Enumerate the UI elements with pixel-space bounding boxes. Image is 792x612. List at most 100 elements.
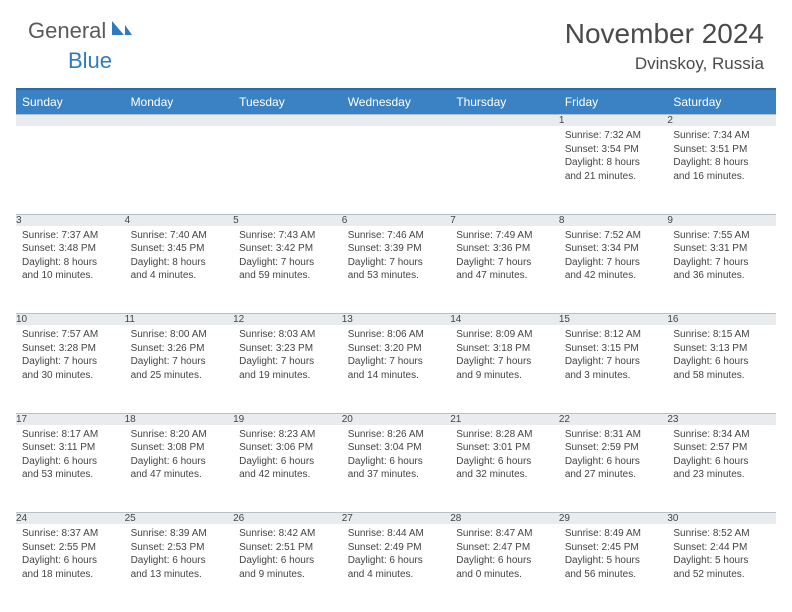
empty-day-cell xyxy=(125,126,234,214)
daylight-line1: Daylight: 6 hours xyxy=(673,455,770,469)
daylight-line2: and 14 minutes. xyxy=(348,369,445,383)
sunrise-text: Sunrise: 8:20 AM xyxy=(131,428,228,442)
daylight-line2: and 4 minutes. xyxy=(348,568,445,582)
day-details: Sunrise: 8:37 AMSunset: 2:55 PMDaylight:… xyxy=(16,524,125,587)
daylight-line2: and 13 minutes. xyxy=(131,568,228,582)
day-details: Sunrise: 7:52 AMSunset: 3:34 PMDaylight:… xyxy=(559,226,668,289)
day-cell: Sunrise: 8:26 AMSunset: 3:04 PMDaylight:… xyxy=(342,425,451,513)
weekday-header: Saturday xyxy=(667,89,776,115)
sunrise-text: Sunrise: 7:55 AM xyxy=(673,229,770,243)
day-cell: Sunrise: 8:39 AMSunset: 2:53 PMDaylight:… xyxy=(125,524,234,612)
day-details: Sunrise: 8:39 AMSunset: 2:53 PMDaylight:… xyxy=(125,524,234,587)
day-details: Sunrise: 8:23 AMSunset: 3:06 PMDaylight:… xyxy=(233,425,342,488)
day-cell: Sunrise: 8:09 AMSunset: 3:18 PMDaylight:… xyxy=(450,325,559,413)
sunrise-text: Sunrise: 8:47 AM xyxy=(456,527,553,541)
weekday-header: Friday xyxy=(559,89,668,115)
daylight-line2: and 42 minutes. xyxy=(239,468,336,482)
day-number: 22 xyxy=(559,413,668,425)
sunset-text: Sunset: 2:51 PM xyxy=(239,541,336,555)
sunset-text: Sunset: 3:54 PM xyxy=(565,143,662,157)
day-number-row: 12 xyxy=(16,115,776,127)
daylight-line2: and 59 minutes. xyxy=(239,269,336,283)
day-cell: Sunrise: 8:49 AMSunset: 2:45 PMDaylight:… xyxy=(559,524,668,612)
day-number-row: 24252627282930 xyxy=(16,513,776,525)
day-number: 11 xyxy=(125,314,234,326)
sunset-text: Sunset: 3:04 PM xyxy=(348,441,445,455)
daylight-line1: Daylight: 7 hours xyxy=(239,256,336,270)
day-number: 29 xyxy=(559,513,668,525)
daylight-line1: Daylight: 7 hours xyxy=(565,355,662,369)
day-number: 18 xyxy=(125,413,234,425)
sunrise-text: Sunrise: 8:31 AM xyxy=(565,428,662,442)
sunrise-text: Sunrise: 7:52 AM xyxy=(565,229,662,243)
day-number: 15 xyxy=(559,314,668,326)
day-number-row: 17181920212223 xyxy=(16,413,776,425)
daylight-line2: and 47 minutes. xyxy=(456,269,553,283)
day-details: Sunrise: 8:47 AMSunset: 2:47 PMDaylight:… xyxy=(450,524,559,587)
day-number: 9 xyxy=(667,214,776,226)
daylight-line2: and 37 minutes. xyxy=(348,468,445,482)
sunset-text: Sunset: 2:57 PM xyxy=(673,441,770,455)
daylight-line1: Daylight: 8 hours xyxy=(673,156,770,170)
day-details: Sunrise: 8:03 AMSunset: 3:23 PMDaylight:… xyxy=(233,325,342,388)
sunrise-text: Sunrise: 7:32 AM xyxy=(565,129,662,143)
sunset-text: Sunset: 2:45 PM xyxy=(565,541,662,555)
day-cell: Sunrise: 8:06 AMSunset: 3:20 PMDaylight:… xyxy=(342,325,451,413)
weekday-header: Thursday xyxy=(450,89,559,115)
daylight-line2: and 52 minutes. xyxy=(673,568,770,582)
day-details: Sunrise: 7:37 AMSunset: 3:48 PMDaylight:… xyxy=(16,226,125,289)
sunrise-text: Sunrise: 8:37 AM xyxy=(22,527,119,541)
day-details: Sunrise: 8:34 AMSunset: 2:57 PMDaylight:… xyxy=(667,425,776,488)
day-cell: Sunrise: 8:00 AMSunset: 3:26 PMDaylight:… xyxy=(125,325,234,413)
day-details: Sunrise: 8:12 AMSunset: 3:15 PMDaylight:… xyxy=(559,325,668,388)
day-cell: Sunrise: 7:57 AMSunset: 3:28 PMDaylight:… xyxy=(16,325,125,413)
day-number-row: 3456789 xyxy=(16,214,776,226)
daylight-line2: and 47 minutes. xyxy=(131,468,228,482)
sunrise-text: Sunrise: 8:34 AM xyxy=(673,428,770,442)
daylight-line2: and 10 minutes. xyxy=(22,269,119,283)
week-row: Sunrise: 7:37 AMSunset: 3:48 PMDaylight:… xyxy=(16,226,776,314)
daylight-line2: and 30 minutes. xyxy=(22,369,119,383)
day-number: 25 xyxy=(125,513,234,525)
day-details: Sunrise: 7:40 AMSunset: 3:45 PMDaylight:… xyxy=(125,226,234,289)
day-cell: Sunrise: 8:28 AMSunset: 3:01 PMDaylight:… xyxy=(450,425,559,513)
day-number: 14 xyxy=(450,314,559,326)
day-details: Sunrise: 8:00 AMSunset: 3:26 PMDaylight:… xyxy=(125,325,234,388)
sunrise-text: Sunrise: 8:42 AM xyxy=(239,527,336,541)
daylight-line1: Daylight: 6 hours xyxy=(239,554,336,568)
sail-icon xyxy=(110,19,132,44)
sunset-text: Sunset: 2:55 PM xyxy=(22,541,119,555)
day-number: 23 xyxy=(667,413,776,425)
sunrise-text: Sunrise: 8:23 AM xyxy=(239,428,336,442)
daylight-line1: Daylight: 8 hours xyxy=(22,256,119,270)
sunset-text: Sunset: 2:49 PM xyxy=(348,541,445,555)
daylight-line2: and 4 minutes. xyxy=(131,269,228,283)
daylight-line2: and 42 minutes. xyxy=(565,269,662,283)
sunrise-text: Sunrise: 8:28 AM xyxy=(456,428,553,442)
day-cell: Sunrise: 7:34 AMSunset: 3:51 PMDaylight:… xyxy=(667,126,776,214)
sunrise-text: Sunrise: 8:44 AM xyxy=(348,527,445,541)
day-cell: Sunrise: 8:20 AMSunset: 3:08 PMDaylight:… xyxy=(125,425,234,513)
day-details: Sunrise: 8:20 AMSunset: 3:08 PMDaylight:… xyxy=(125,425,234,488)
sunset-text: Sunset: 3:08 PM xyxy=(131,441,228,455)
week-row: Sunrise: 7:57 AMSunset: 3:28 PMDaylight:… xyxy=(16,325,776,413)
day-number: 7 xyxy=(450,214,559,226)
day-cell: Sunrise: 8:31 AMSunset: 2:59 PMDaylight:… xyxy=(559,425,668,513)
daylight-line1: Daylight: 8 hours xyxy=(565,156,662,170)
daylight-line1: Daylight: 6 hours xyxy=(348,455,445,469)
sunset-text: Sunset: 3:11 PM xyxy=(22,441,119,455)
daylight-line1: Daylight: 8 hours xyxy=(131,256,228,270)
sunrise-text: Sunrise: 8:03 AM xyxy=(239,328,336,342)
day-details: Sunrise: 8:26 AMSunset: 3:04 PMDaylight:… xyxy=(342,425,451,488)
title-block: November 2024 Dvinskoy, Russia xyxy=(565,18,764,74)
sunset-text: Sunset: 3:20 PM xyxy=(348,342,445,356)
sunset-text: Sunset: 3:01 PM xyxy=(456,441,553,455)
calendar-body: 12Sunrise: 7:32 AMSunset: 3:54 PMDayligh… xyxy=(16,115,776,612)
day-cell: Sunrise: 8:12 AMSunset: 3:15 PMDaylight:… xyxy=(559,325,668,413)
sunrise-text: Sunrise: 8:15 AM xyxy=(673,328,770,342)
sunrise-text: Sunrise: 8:17 AM xyxy=(22,428,119,442)
day-details: Sunrise: 8:31 AMSunset: 2:59 PMDaylight:… xyxy=(559,425,668,488)
daylight-line1: Daylight: 6 hours xyxy=(565,455,662,469)
day-number: 20 xyxy=(342,413,451,425)
sunrise-text: Sunrise: 7:37 AM xyxy=(22,229,119,243)
